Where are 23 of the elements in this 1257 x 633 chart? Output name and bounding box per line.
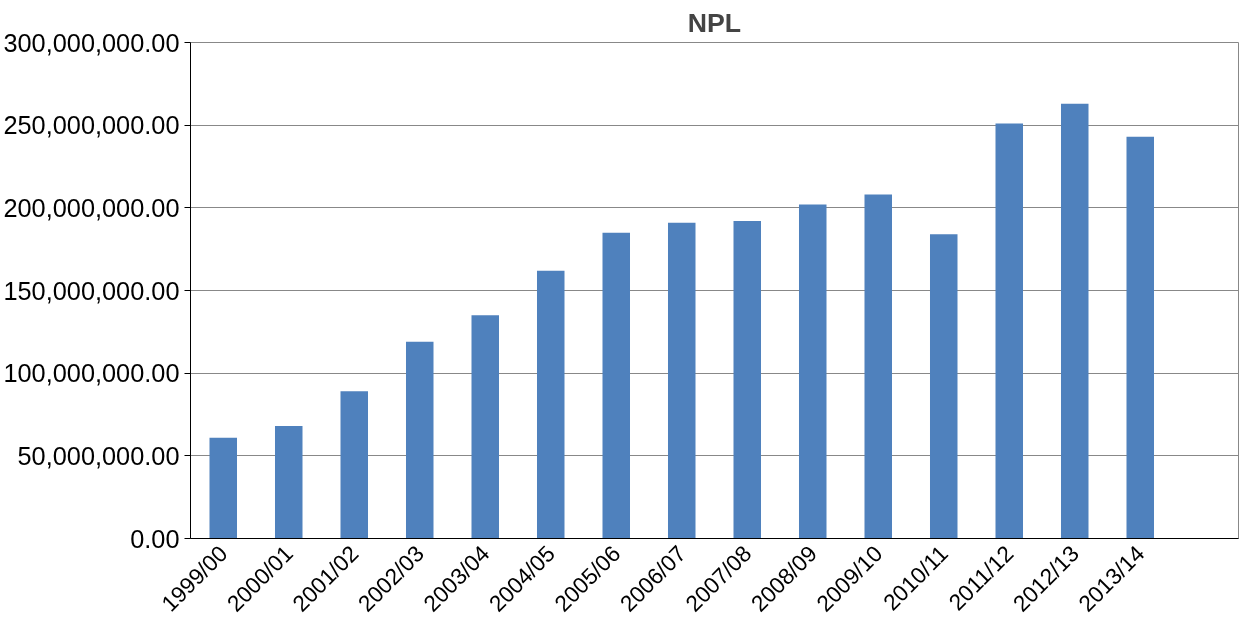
bar xyxy=(209,437,238,539)
bar xyxy=(667,222,696,539)
bar xyxy=(405,341,434,539)
bar xyxy=(471,315,500,539)
y-tick-label: 300,000,000.00 xyxy=(3,28,180,57)
bar xyxy=(929,234,958,539)
y-tick-label: 100,000,000.00 xyxy=(3,359,180,388)
bar xyxy=(536,270,565,539)
y-tick-label: 150,000,000.00 xyxy=(3,276,180,305)
y-tick-label: 0.00 xyxy=(130,524,180,553)
chart-title: NPL xyxy=(687,7,742,38)
bar xyxy=(602,232,631,539)
y-tick-label: 200,000,000.00 xyxy=(3,193,180,222)
bar xyxy=(995,123,1024,539)
bar xyxy=(1126,136,1155,539)
bar xyxy=(274,426,303,539)
bar xyxy=(340,391,369,539)
bar xyxy=(733,221,762,539)
y-tick-label: 250,000,000.00 xyxy=(3,111,180,140)
bar xyxy=(798,204,827,539)
bar xyxy=(1060,103,1089,539)
bar xyxy=(864,194,893,539)
y-tick-label: 50,000,000.00 xyxy=(17,441,180,470)
